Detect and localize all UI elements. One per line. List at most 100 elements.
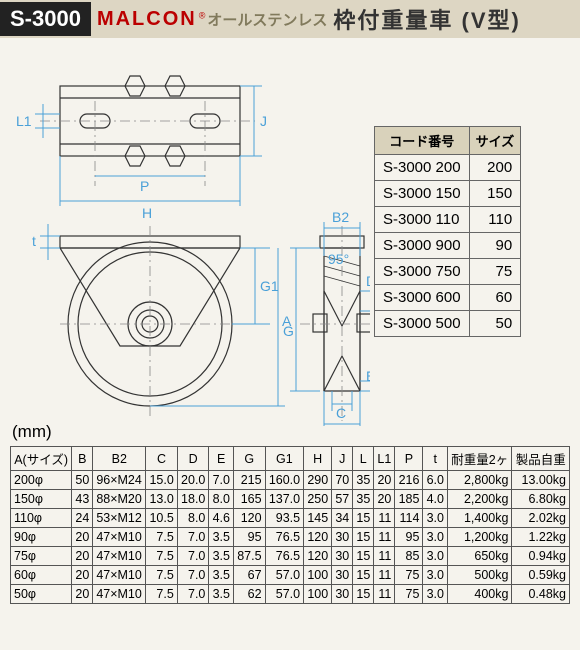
code-header-code: コード番号 xyxy=(375,127,470,155)
spec-cell: 4.0 xyxy=(423,490,448,509)
spec-cell: 114 xyxy=(395,509,423,528)
spec-cell: 18.0 xyxy=(177,490,209,509)
spec-cell: 70 xyxy=(332,471,353,490)
dim-E: E xyxy=(366,368,370,384)
spec-cell: 15 xyxy=(353,528,374,547)
spec-cell: 200φ xyxy=(11,471,72,490)
spec-cell: 50 xyxy=(72,471,93,490)
dim-G1: G1 xyxy=(260,278,279,294)
spec-cell: 165 xyxy=(233,490,265,509)
spec-cell: 8.0 xyxy=(209,490,234,509)
tm-mark: ® xyxy=(199,10,206,20)
spec-header-cell: J xyxy=(332,447,353,471)
spec-row: 75φ2047×M107.57.03.587.576.5120301511853… xyxy=(11,547,570,566)
code-table: コード番号 サイズ S-3000 200200S-3000 150150S-30… xyxy=(374,126,521,337)
spec-cell: 2.02kg xyxy=(512,509,570,528)
spec-row: 110φ2453×M1210.58.04.612093.514534151111… xyxy=(11,509,570,528)
spec-cell: 20 xyxy=(374,471,395,490)
spec-cell: 87.5 xyxy=(233,547,265,566)
size-cell: 200 xyxy=(469,155,521,181)
technical-drawing: L1 J P H xyxy=(10,46,370,416)
brand-label: MALCON® xyxy=(97,8,205,31)
spec-cell: 150φ xyxy=(11,490,72,509)
dim-t: t xyxy=(32,233,36,249)
spec-header-cell: L1 xyxy=(374,447,395,471)
dim-H: H xyxy=(142,205,152,221)
code-cell: S-3000 750 xyxy=(375,259,470,285)
spec-cell: 6.80kg xyxy=(512,490,570,509)
spec-cell: 15 xyxy=(353,585,374,604)
spec-cell: 15.0 xyxy=(146,471,178,490)
spec-cell: 53×M12 xyxy=(93,509,146,528)
spec-cell: 15 xyxy=(353,547,374,566)
spec-cell: 7.5 xyxy=(146,585,178,604)
spec-cell: 30 xyxy=(332,528,353,547)
size-cell: 90 xyxy=(469,233,521,259)
spec-cell: 120 xyxy=(304,528,332,547)
code-cell: S-3000 600 xyxy=(375,285,470,311)
spec-header-cell: D xyxy=(177,447,209,471)
spec-cell: 57 xyxy=(332,490,353,509)
spec-cell: 7.0 xyxy=(177,585,209,604)
dim-C: C xyxy=(336,405,346,421)
spec-cell: 43 xyxy=(72,490,93,509)
spec-cell: 13.00kg xyxy=(512,471,570,490)
spec-cell: 3.5 xyxy=(209,566,234,585)
spec-cell: 3.0 xyxy=(423,528,448,547)
spec-cell: 137.0 xyxy=(265,490,304,509)
spec-cell: 100 xyxy=(304,585,332,604)
spec-header-cell: 耐重量2ヶ xyxy=(448,447,512,471)
spec-cell: 30 xyxy=(332,585,353,604)
spec-cell: 30 xyxy=(332,566,353,585)
code-header-size: サイズ xyxy=(469,127,521,155)
dim-B2: B2 xyxy=(332,209,349,225)
spec-cell: 650kg xyxy=(448,547,512,566)
spec-cell: 1,200kg xyxy=(448,528,512,547)
dim-angle: 95° xyxy=(328,251,349,267)
spec-cell: 10.5 xyxy=(146,509,178,528)
spec-cell: 75 xyxy=(395,566,423,585)
brand-text: MALCON xyxy=(97,8,197,30)
spec-cell: 0.94kg xyxy=(512,547,570,566)
spec-cell: 11 xyxy=(374,528,395,547)
spec-cell: 67 xyxy=(233,566,265,585)
spec-cell: 250 xyxy=(304,490,332,509)
spec-row: 150φ4388×M2013.018.08.0165137.0250573520… xyxy=(11,490,570,509)
spec-cell: 6.0 xyxy=(423,471,448,490)
spec-header-cell: B2 xyxy=(93,447,146,471)
spec-cell: 20 xyxy=(374,490,395,509)
spec-cell: 120 xyxy=(304,547,332,566)
spec-cell: 20 xyxy=(72,528,93,547)
spec-cell: 160.0 xyxy=(265,471,304,490)
spec-cell: 1,400kg xyxy=(448,509,512,528)
dim-B: B xyxy=(336,423,345,426)
spec-cell: 110φ xyxy=(11,509,72,528)
spec-cell: 35 xyxy=(353,490,374,509)
code-row: S-3000 200200 xyxy=(375,155,521,181)
spec-row: 50φ2047×M107.57.03.56257.0100301511753.0… xyxy=(11,585,570,604)
dim-P: P xyxy=(140,178,149,194)
spec-cell: 50φ xyxy=(11,585,72,604)
spec-cell: 3.0 xyxy=(423,547,448,566)
spec-header-cell: G1 xyxy=(265,447,304,471)
spec-cell: 3.5 xyxy=(209,547,234,566)
spec-cell: 7.0 xyxy=(177,547,209,566)
spec-cell: 100 xyxy=(304,566,332,585)
spec-cell: 4.6 xyxy=(209,509,234,528)
spec-cell: 400kg xyxy=(448,585,512,604)
spec-cell: 215 xyxy=(233,471,265,490)
spec-cell: 90φ xyxy=(11,528,72,547)
spec-cell: 47×M10 xyxy=(93,528,146,547)
spec-cell: 24 xyxy=(72,509,93,528)
size-cell: 50 xyxy=(469,311,521,337)
dim-J: J xyxy=(260,113,267,129)
spec-cell: 57.0 xyxy=(265,566,304,585)
spec-cell: 47×M10 xyxy=(93,566,146,585)
dim-A: A xyxy=(282,313,292,329)
spec-header-cell: P xyxy=(395,447,423,471)
spec-cell: 15 xyxy=(353,509,374,528)
spec-cell: 20 xyxy=(72,585,93,604)
spec-cell: 75φ xyxy=(11,547,72,566)
spec-cell: 145 xyxy=(304,509,332,528)
spec-cell: 93.5 xyxy=(265,509,304,528)
